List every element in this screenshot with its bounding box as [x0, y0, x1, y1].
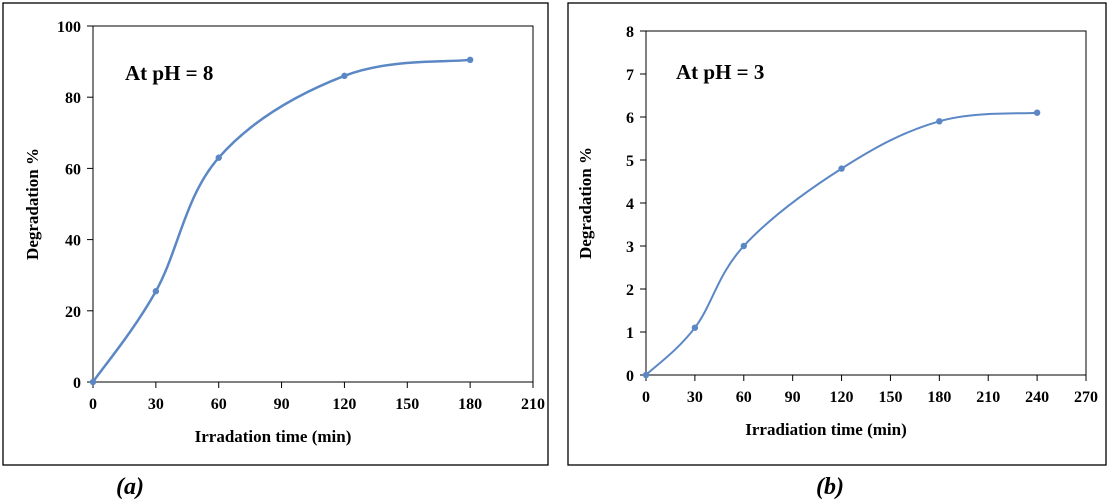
panel-a-y-tick-label: 60 [65, 161, 81, 178]
panel-b-x-tick-label: 120 [830, 389, 854, 406]
panel-a-markers [89, 56, 474, 386]
panel-a-caption: (a) [116, 474, 144, 500]
panel-b-data-point [936, 118, 943, 125]
panel-a-x-tick-label: 150 [395, 396, 419, 413]
panel-a-y-tick-label: 20 [65, 304, 81, 321]
panel-b-x-axis-label: Irradiation time (min) [745, 420, 906, 439]
panel-a-data-point [466, 56, 474, 64]
panel-a-plot-area [92, 25, 534, 383]
panel-b-x-tick-label: 210 [976, 389, 1000, 406]
panel-b-y-axis-label: Degradation % [576, 147, 595, 259]
panel-b-data-point [740, 242, 747, 250]
panel-a-x-tick-label: 90 [274, 396, 290, 413]
panel-b-y-tick-label: 2 [626, 282, 634, 299]
panel-a-annotation: At pH = 8 [125, 61, 213, 85]
panel-a-y-tick-label: 100 [57, 19, 81, 36]
panel-b-x-tick-label: 240 [1025, 389, 1049, 406]
panel-b-ticks: 0 30 60 90 120 150 180 210 240 270 0 1 2 3 4 5 6 7 8 [626, 24, 1098, 406]
panel-a-frame [2, 2, 549, 466]
panel-b-x-tick-label: 90 [785, 389, 801, 406]
chart-panel-a: 0 30 60 90 120 150 180 210 0 20 40 60 80 100 At pH = … [2, 2, 549, 466]
panel-b-y-tick-label: 5 [626, 153, 634, 170]
panel-b-caption: (b) [816, 474, 844, 500]
panel-b-y-tick-label: 7 [626, 67, 634, 84]
panel-a-x-tick-label: 60 [211, 396, 227, 413]
panel-b-x-tick-label: 60 [736, 389, 752, 406]
panel-b-x-tick-label: 270 [1074, 389, 1098, 406]
panel-a-ticks: 0 30 60 90 120 150 180 210 0 20 40 60 80 100 [57, 19, 545, 413]
panel-a-data-point [215, 154, 222, 161]
panel-a-x-tick-label: 0 [89, 396, 97, 413]
panel-b-x-tick-label: 0 [642, 389, 650, 406]
panel-b-frame [567, 2, 1107, 466]
panel-b-data-point [691, 324, 699, 331]
panel-a-x-tick-label: 30 [148, 396, 164, 413]
panel-b-data-point [642, 371, 650, 379]
panel-a-y-tick-label: 40 [65, 233, 81, 250]
panel-b-y-tick-label: 0 [626, 368, 634, 385]
panel-b-x-tick-label: 180 [927, 389, 951, 406]
chart-panel-b: 0 30 60 90 120 150 180 210 240 270 0 1 2 3 4 5 6 7 8 At pH… [567, 2, 1107, 466]
panel-b-x-tick-label: 150 [878, 389, 902, 406]
panel-b-data-point [838, 165, 845, 172]
panel-a-x-tick-label: 180 [458, 396, 482, 413]
panel-a-y-tick-label: 0 [73, 375, 81, 392]
panel-a-data-point [152, 288, 160, 295]
panel-a-x-axis-label: Irradation time (min) [195, 427, 352, 446]
panel-b-data-point [1033, 109, 1041, 116]
panel-b-y-tick-label: 6 [626, 110, 634, 127]
panel-b-y-tick-label: 4 [626, 196, 634, 213]
panel-a-data-point [341, 72, 348, 80]
panel-a-y-axis-label: Degradation % [23, 148, 42, 260]
panel-b-y-tick-label: 3 [626, 239, 634, 256]
panel-a-x-tick-label: 120 [332, 396, 356, 413]
panel-b-x-tick-label: 30 [687, 389, 703, 406]
panel-a-data-point [89, 378, 97, 386]
panel-a-y-tick-label: 80 [65, 90, 81, 107]
panel-b-annotation: At pH = 3 [676, 60, 764, 84]
panel-b-markers [642, 109, 1041, 379]
panel-a-x-tick-label: 210 [521, 396, 545, 413]
panel-b-y-tick-label: 1 [626, 325, 634, 342]
panel-b-y-tick-label: 8 [626, 24, 634, 41]
